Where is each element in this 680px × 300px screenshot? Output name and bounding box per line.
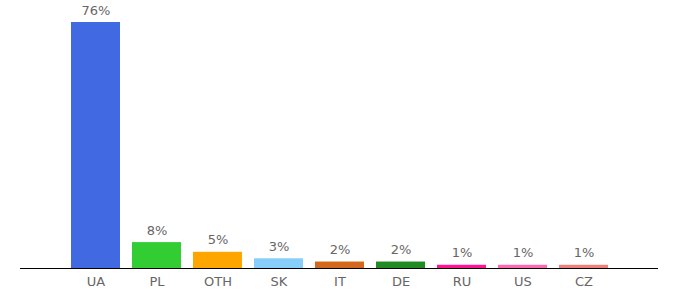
svg-text:1%: 1%: [452, 245, 473, 260]
svg-text:DE: DE: [392, 274, 410, 289]
svg-text:US: US: [514, 274, 532, 289]
svg-text:IT: IT: [334, 274, 346, 289]
svg-text:OTH: OTH: [204, 274, 232, 289]
svg-text:5%: 5%: [208, 232, 229, 247]
svg-text:1%: 1%: [513, 245, 534, 260]
svg-text:SK: SK: [271, 274, 288, 289]
svg-text:1%: 1%: [574, 245, 595, 260]
svg-text:2%: 2%: [391, 242, 412, 257]
svg-text:UA: UA: [87, 274, 106, 289]
svg-text:8%: 8%: [147, 223, 168, 238]
svg-text:2%: 2%: [330, 242, 351, 257]
svg-text:RU: RU: [453, 274, 472, 289]
svg-text:PL: PL: [149, 274, 165, 289]
svg-text:CZ: CZ: [575, 274, 593, 289]
svg-text:3%: 3%: [269, 239, 290, 254]
svg-text:76%: 76%: [82, 3, 111, 18]
